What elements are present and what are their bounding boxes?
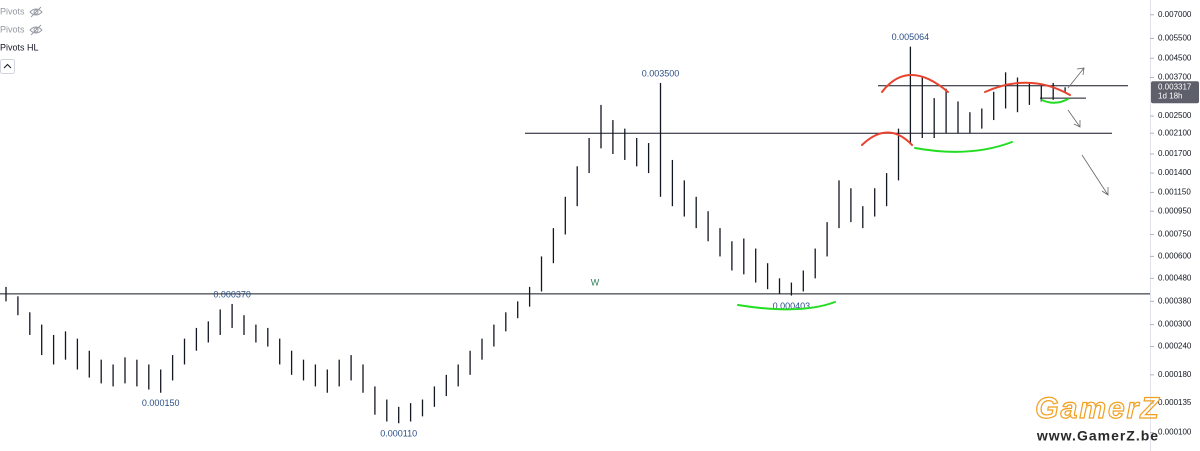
y-tick-label: 0.000240 xyxy=(1158,342,1192,351)
y-tick-label: 0.005500 xyxy=(1158,34,1192,43)
pivot-high-label: 0.003500 xyxy=(642,68,680,78)
y-tick-label: 0.000380 xyxy=(1158,296,1192,305)
arrow xyxy=(1067,109,1081,128)
watermark-url: www.GamerZ.be xyxy=(1036,428,1159,444)
last-price-box xyxy=(1151,81,1199,104)
y-tick-label: 0.000100 xyxy=(1158,428,1192,437)
last-price-label: 0.003317 xyxy=(1158,82,1192,91)
y-tick-label: 0.001400 xyxy=(1158,168,1192,177)
pivot-low-label: 0.000110 xyxy=(380,429,417,439)
indicator-label: Pivots xyxy=(0,24,25,34)
arrow xyxy=(1067,67,1085,89)
countdown-label: 1d 18h xyxy=(1158,91,1182,100)
hidden-icon[interactable] xyxy=(29,6,43,18)
pivot-low-label: 0.000150 xyxy=(142,398,180,408)
y-tick-label: 0.000600 xyxy=(1158,252,1192,261)
red-arc xyxy=(861,131,913,146)
y-tick-label: 0.004500 xyxy=(1158,53,1192,62)
y-tick-label: 0.007000 xyxy=(1158,10,1192,19)
red-arc xyxy=(881,74,949,93)
arrows xyxy=(1067,67,1109,196)
y-tick-label: 0.001700 xyxy=(1158,149,1192,158)
y-tick-label: 0.000135 xyxy=(1158,398,1192,407)
y-tick-label: 0.002500 xyxy=(1158,111,1192,120)
red-arc xyxy=(984,81,1071,96)
y-tick-label: 0.000750 xyxy=(1158,230,1192,239)
green-curve xyxy=(1041,98,1069,104)
drawings xyxy=(737,74,1071,311)
pivot-high-label: 0.005064 xyxy=(892,32,930,42)
y-tick-label: 0.000300 xyxy=(1158,320,1192,329)
y-tick-label: 0.000480 xyxy=(1158,273,1192,282)
pivot-labels: 0.000150 0.000370 0.000110 0.003500 0.000403… xyxy=(142,32,929,439)
indicator-label: Pivots HL xyxy=(0,42,39,52)
y-tick-label: 0.003700 xyxy=(1158,73,1192,82)
green-curve xyxy=(737,301,836,311)
bars xyxy=(5,46,1066,424)
green-curve xyxy=(914,141,1013,153)
arrow xyxy=(1081,154,1109,196)
pivot-low-label: 0.000403 xyxy=(773,301,811,311)
y-tick-label: 0.002100 xyxy=(1158,128,1192,137)
y-tick-label: 0.000180 xyxy=(1158,370,1192,379)
chevron-icon xyxy=(3,63,12,69)
price-axis: 0.007000 0.005500 0.004500 0.003700 0.002500… xyxy=(1150,10,1199,437)
y-tick-label: 0.000950 xyxy=(1158,206,1192,215)
pivot-high-label: 0.000370 xyxy=(213,289,251,299)
collapse-button[interactable] xyxy=(0,59,15,74)
indicator-label: Pivots xyxy=(0,6,25,16)
hidden-icon[interactable] xyxy=(29,24,43,36)
y-tick-label: 0.001150 xyxy=(1158,188,1191,197)
annotation: W xyxy=(591,277,600,287)
watermark-title: GamerZ xyxy=(1035,392,1160,425)
